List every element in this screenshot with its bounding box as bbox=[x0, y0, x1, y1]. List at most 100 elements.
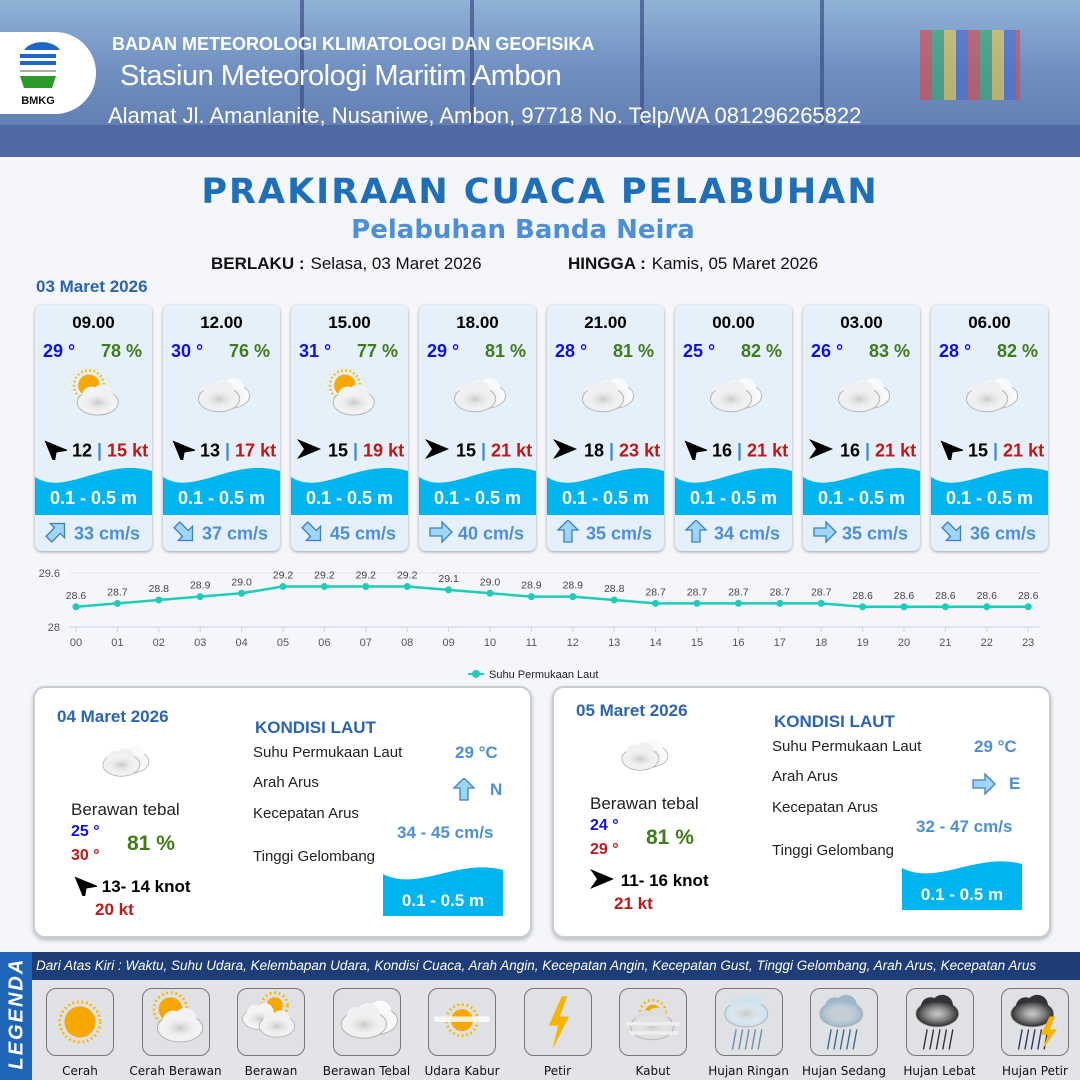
hujan-petir-icon bbox=[1002, 994, 1068, 1059]
legend-icons: Cerah Cerah Berawan Berawan Berawan Tebal Ud… bbox=[32, 980, 1080, 1080]
forecast-card: 03.00 26 ° 83 % 16 | 21 kt 0.1 - 0.5 m 3… bbox=[803, 305, 920, 551]
data-point bbox=[652, 599, 660, 607]
wave-icon bbox=[35, 463, 152, 515]
current-direction-value: N bbox=[490, 780, 503, 799]
wave-icon bbox=[163, 463, 280, 515]
legend-item-cerah bbox=[46, 988, 114, 1056]
legend-label: Hujan Petir bbox=[1002, 1064, 1068, 1078]
card-humidity: 83 % bbox=[868, 341, 910, 361]
data-point bbox=[527, 593, 535, 601]
data-point bbox=[196, 593, 204, 601]
wind-gust: 17 kt bbox=[235, 440, 277, 461]
data-point bbox=[983, 603, 991, 611]
data-point bbox=[403, 583, 411, 590]
wave-height: 0.1 - 0.5 m bbox=[177, 488, 266, 508]
card-current: 35 cm/s bbox=[811, 520, 908, 549]
card-current: 40 cm/s bbox=[427, 520, 524, 549]
forecast-card: 06.00 28 ° 82 % 15 | 21 kt 0.1 - 0.5 m 3… bbox=[931, 305, 1048, 551]
sst-label: Suhu Permukaan Laut bbox=[253, 744, 403, 761]
current-southeast-icon bbox=[171, 521, 197, 548]
cerah-berawan-icon bbox=[58, 367, 130, 427]
wave-height: 0.1 - 0.5 m bbox=[817, 488, 906, 508]
data-label: 29.2 bbox=[397, 570, 418, 582]
wind-speed: 18 bbox=[583, 440, 604, 461]
data-label: 29.0 bbox=[480, 576, 501, 588]
current-direction-label: Arah Arus bbox=[772, 768, 838, 785]
sst-label: Suhu Permukaan Laut bbox=[772, 738, 922, 755]
data-label: 29.2 bbox=[356, 570, 377, 582]
current-speed-label: Kecepatan Arus bbox=[253, 805, 359, 822]
x-tick-label: 15 bbox=[691, 637, 703, 649]
current-speed: 37 cm/s bbox=[202, 523, 269, 544]
data-label: 29.2 bbox=[273, 570, 294, 582]
legend-item-hujan-petir bbox=[1001, 988, 1069, 1056]
wave-height-label: Tinggi Gelombang bbox=[253, 848, 376, 865]
x-tick-label: 11 bbox=[526, 637, 537, 649]
card-temperature: 28 ° bbox=[555, 341, 588, 361]
wave-height: 0.1 - 0.5 m bbox=[689, 488, 778, 508]
legend-item-berawan bbox=[237, 988, 305, 1056]
current-speed: 35 cm/s bbox=[842, 523, 909, 544]
panel-wind-speed: 13- 14 knot bbox=[101, 876, 191, 896]
data-label: 28.7 bbox=[687, 586, 708, 598]
wave-height: 0.1 - 0.5 m bbox=[305, 488, 394, 508]
data-label: 28.9 bbox=[521, 580, 542, 592]
card-time: 21.00 bbox=[584, 313, 627, 332]
data-label: 28.9 bbox=[563, 580, 584, 592]
card-temperature: 28 ° bbox=[939, 341, 972, 361]
card-time: 18.00 bbox=[456, 313, 499, 332]
x-tick-label: 00 bbox=[70, 637, 82, 649]
card-humidity: 76 % bbox=[228, 341, 270, 361]
wave-icon bbox=[547, 463, 664, 515]
wind-gust: 21 kt bbox=[875, 440, 917, 461]
data-point bbox=[941, 603, 949, 611]
card-time: 09.00 bbox=[72, 313, 115, 332]
card-wind: 16 | 21 kt bbox=[803, 438, 920, 465]
card-time: 00.00 bbox=[712, 313, 755, 332]
data-label: 28.6 bbox=[894, 590, 915, 602]
x-tick-label: 14 bbox=[649, 637, 661, 649]
data-label: 28.8 bbox=[149, 583, 170, 595]
page-title: PRAKIRAAN CUACA PELABUHAN bbox=[201, 172, 879, 212]
data-point bbox=[817, 599, 825, 607]
wind-gust: 19 kt bbox=[363, 440, 405, 461]
data-label: 28.9 bbox=[190, 580, 211, 592]
wind-speed: 15 bbox=[327, 440, 348, 461]
wind-northeast-icon bbox=[69, 876, 99, 901]
card-time: 03.00 bbox=[840, 313, 883, 332]
org-name: BADAN METEOROLOGI KLIMATOLOGI DAN GEOFIS… bbox=[112, 34, 595, 54]
y-tick-label: 28 bbox=[48, 622, 60, 634]
forecast-card: 12.00 30 ° 76 % 13 | 17 kt 0.1 - 0.5 m 3… bbox=[163, 305, 280, 551]
data-point bbox=[776, 599, 784, 607]
card-wind: 18 | 23 kt bbox=[547, 438, 664, 465]
wave-height-value: 0.1 - 0.5 m bbox=[401, 891, 485, 910]
data-point bbox=[445, 586, 453, 594]
panel-temp-min: 24 ° bbox=[590, 817, 619, 834]
panel-temp-max: 30 ° bbox=[71, 847, 100, 864]
wind-northeast-icon bbox=[935, 440, 965, 465]
current-speed: 35 cm/s bbox=[586, 523, 653, 544]
panel-gust: 21 kt bbox=[614, 894, 653, 913]
card-temperature: 25 ° bbox=[683, 341, 716, 361]
panel-humidity: 81 % bbox=[646, 826, 694, 849]
wind-gust: 21 kt bbox=[1003, 440, 1045, 461]
forecast-card: 15.00 31 ° 77 % 15 | 19 kt 0.1 - 0.5 m 4… bbox=[291, 305, 408, 551]
data-label: 28.7 bbox=[811, 586, 832, 598]
legend-label: Hujan Ringan bbox=[708, 1064, 789, 1078]
current-southeast-icon bbox=[299, 521, 325, 548]
card-current: 37 cm/s bbox=[171, 520, 268, 549]
x-tick-label: 17 bbox=[774, 637, 786, 649]
berawan-tebal-icon bbox=[826, 367, 898, 427]
wave-icon bbox=[383, 866, 503, 916]
wind-west-icon bbox=[423, 439, 451, 464]
wind-gust: 15 kt bbox=[107, 440, 149, 461]
wind-speed: 16 bbox=[839, 440, 860, 461]
current-east-icon bbox=[811, 520, 837, 548]
data-point bbox=[155, 596, 163, 604]
x-tick-label: 23 bbox=[1022, 637, 1034, 649]
berawan-tebal-icon bbox=[186, 367, 258, 427]
station-address: Alamat Jl. Amanlanite, Nusaniwe, Ambon, … bbox=[108, 103, 862, 128]
wave-icon bbox=[675, 463, 792, 515]
hujan-sedang-icon bbox=[811, 994, 877, 1059]
legend-label: Berawan bbox=[244, 1064, 298, 1078]
